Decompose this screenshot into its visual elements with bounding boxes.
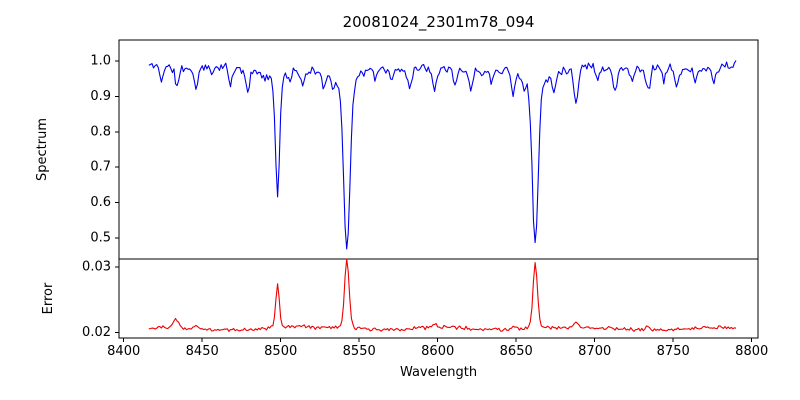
x-tick-label: 8450	[186, 344, 219, 359]
y-tick-label: 0.6	[90, 195, 111, 210]
y-axis-label-spectrum: Spectrum	[35, 118, 50, 181]
y-tick-label: 1.0	[90, 54, 111, 69]
chart-title: 20081024_2301m78_094	[343, 13, 535, 32]
y-axis-label-error: Error	[41, 282, 56, 314]
y-tick-label: 0.02	[82, 325, 111, 340]
spectrum-line	[148, 60, 737, 250]
x-tick-label: 8400	[107, 344, 140, 359]
plot-generated-layer: 8400 8450 8500 8550 8600 8650 8700 8750 8800 0.5 0…	[82, 39, 768, 359]
y-tick-label: 0.9	[90, 89, 111, 104]
x-tick-label: 8750	[657, 344, 690, 359]
x-tick-label: 8700	[578, 344, 611, 359]
y-tick-label: 0.03	[82, 259, 111, 274]
x-tick-label: 8650	[500, 344, 533, 359]
error-line	[148, 258, 737, 332]
y-tick-label: 0.8	[90, 124, 111, 139]
y-tick-label: 0.7	[90, 160, 111, 175]
x-tick-label: 8800	[735, 344, 768, 359]
x-tick-label: 8600	[421, 344, 454, 359]
x-axis-label: Wavelength	[400, 365, 477, 380]
axes-frame	[118, 39, 759, 339]
x-tick-label: 8500	[264, 344, 297, 359]
y-tick-label: 0.5	[90, 230, 111, 245]
x-tick-label: 8550	[343, 344, 376, 359]
